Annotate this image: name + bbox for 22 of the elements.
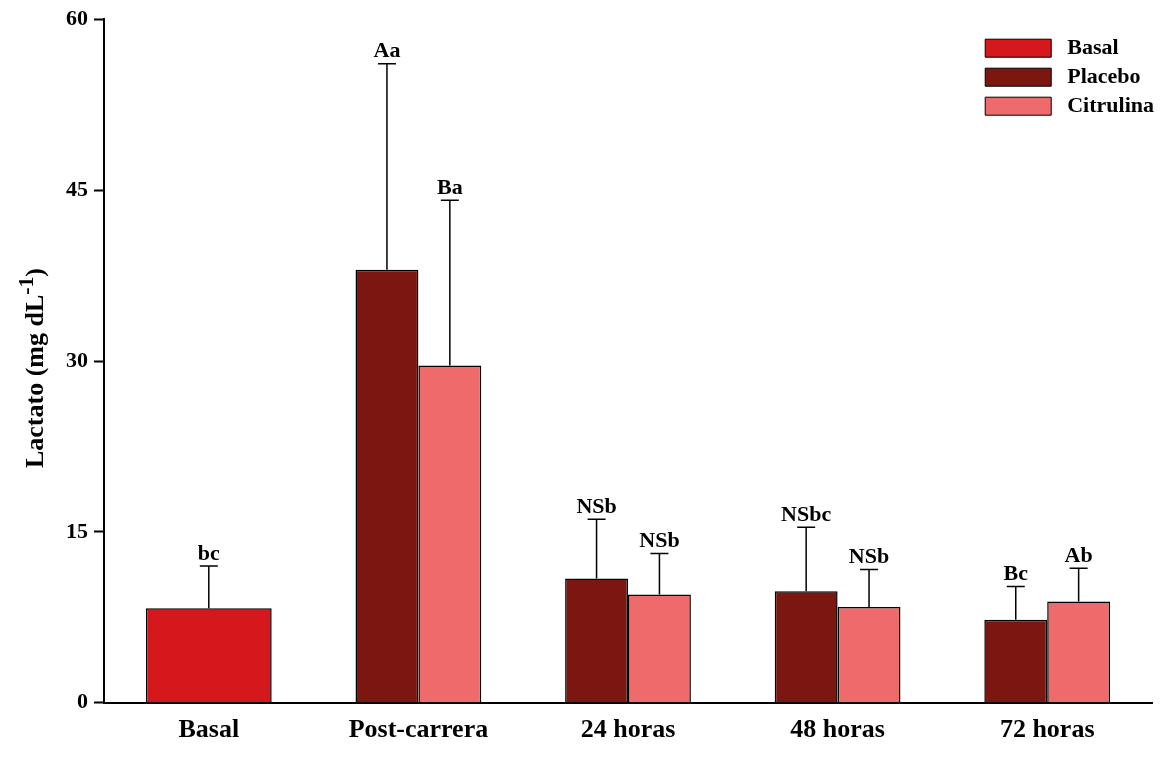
annotation: NSb (848, 543, 890, 569)
annotation: Aa (373, 37, 401, 63)
y-tick-label: 15 (66, 517, 88, 543)
x-tick-label: 48 horas (790, 714, 885, 744)
x-tick-label: 24 horas (580, 714, 676, 744)
x-tick-label: Post-carrera (348, 714, 489, 744)
annotation: Ab (1064, 542, 1093, 568)
legend-label: Citrulina (1067, 91, 1155, 117)
annotation: NSb (639, 527, 680, 553)
x-tick-label: 72 horas (999, 714, 1095, 744)
annotation: Ba (437, 174, 463, 200)
x-tick-label: Basal (178, 714, 240, 744)
y-tick-label: 45 (66, 175, 88, 201)
legend-label: Basal (1067, 33, 1119, 59)
annotation: NSb (576, 493, 617, 519)
annotation: NSbc (781, 501, 832, 527)
y-tick-label: 0 (77, 688, 88, 714)
annotation: bc (197, 539, 221, 565)
legend-label: Placebo (1067, 62, 1141, 88)
annotation: Bc (1003, 560, 1029, 586)
y-tick-label: 60 (66, 4, 88, 30)
y-tick-label: 30 (66, 346, 88, 372)
